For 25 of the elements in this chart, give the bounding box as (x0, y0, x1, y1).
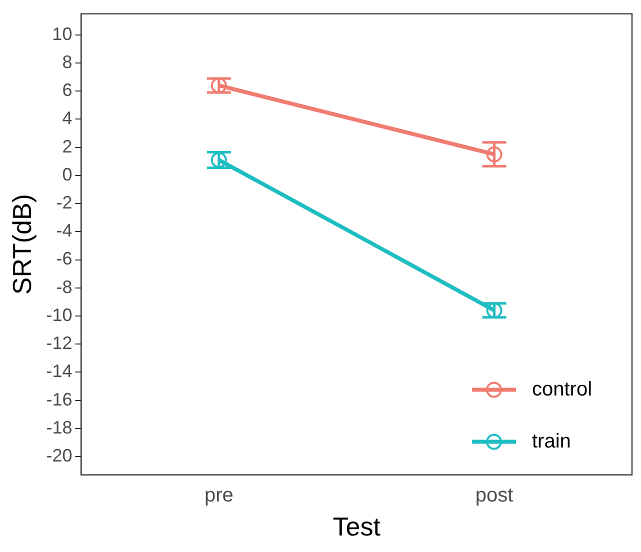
x-tick-label: post (475, 484, 514, 506)
legend-label: control (532, 378, 592, 400)
y-axis-title: SRT(dB) (6, 194, 37, 295)
point (486, 146, 502, 162)
y-tick-label: -20 (46, 445, 72, 466)
point (486, 302, 502, 318)
y-tick-label: -12 (46, 333, 72, 354)
y-tick-label: -16 (46, 389, 72, 410)
y-tick-label: 8 (62, 52, 72, 72)
y-tick-label: 2 (62, 136, 72, 156)
point (210, 152, 227, 168)
y-tick-label: -18 (46, 417, 72, 438)
x-axis-title: Test (332, 512, 382, 542)
x-tick-label: pre (204, 484, 234, 506)
y-tick-label: -10 (46, 304, 72, 325)
y-tick-label: 6 (62, 80, 72, 100)
y-tick-label: -2 (56, 192, 72, 213)
y-tick-label: -6 (56, 248, 72, 269)
legend-label: train (532, 430, 571, 452)
y-tick-label: 4 (62, 108, 72, 128)
y-tick-label: -14 (46, 361, 72, 382)
y-tick-label: 0 (62, 164, 72, 184)
y-tick-label: -8 (56, 276, 72, 297)
y-tick-label: -4 (56, 220, 72, 241)
y-tick-label: 10 (52, 24, 72, 44)
